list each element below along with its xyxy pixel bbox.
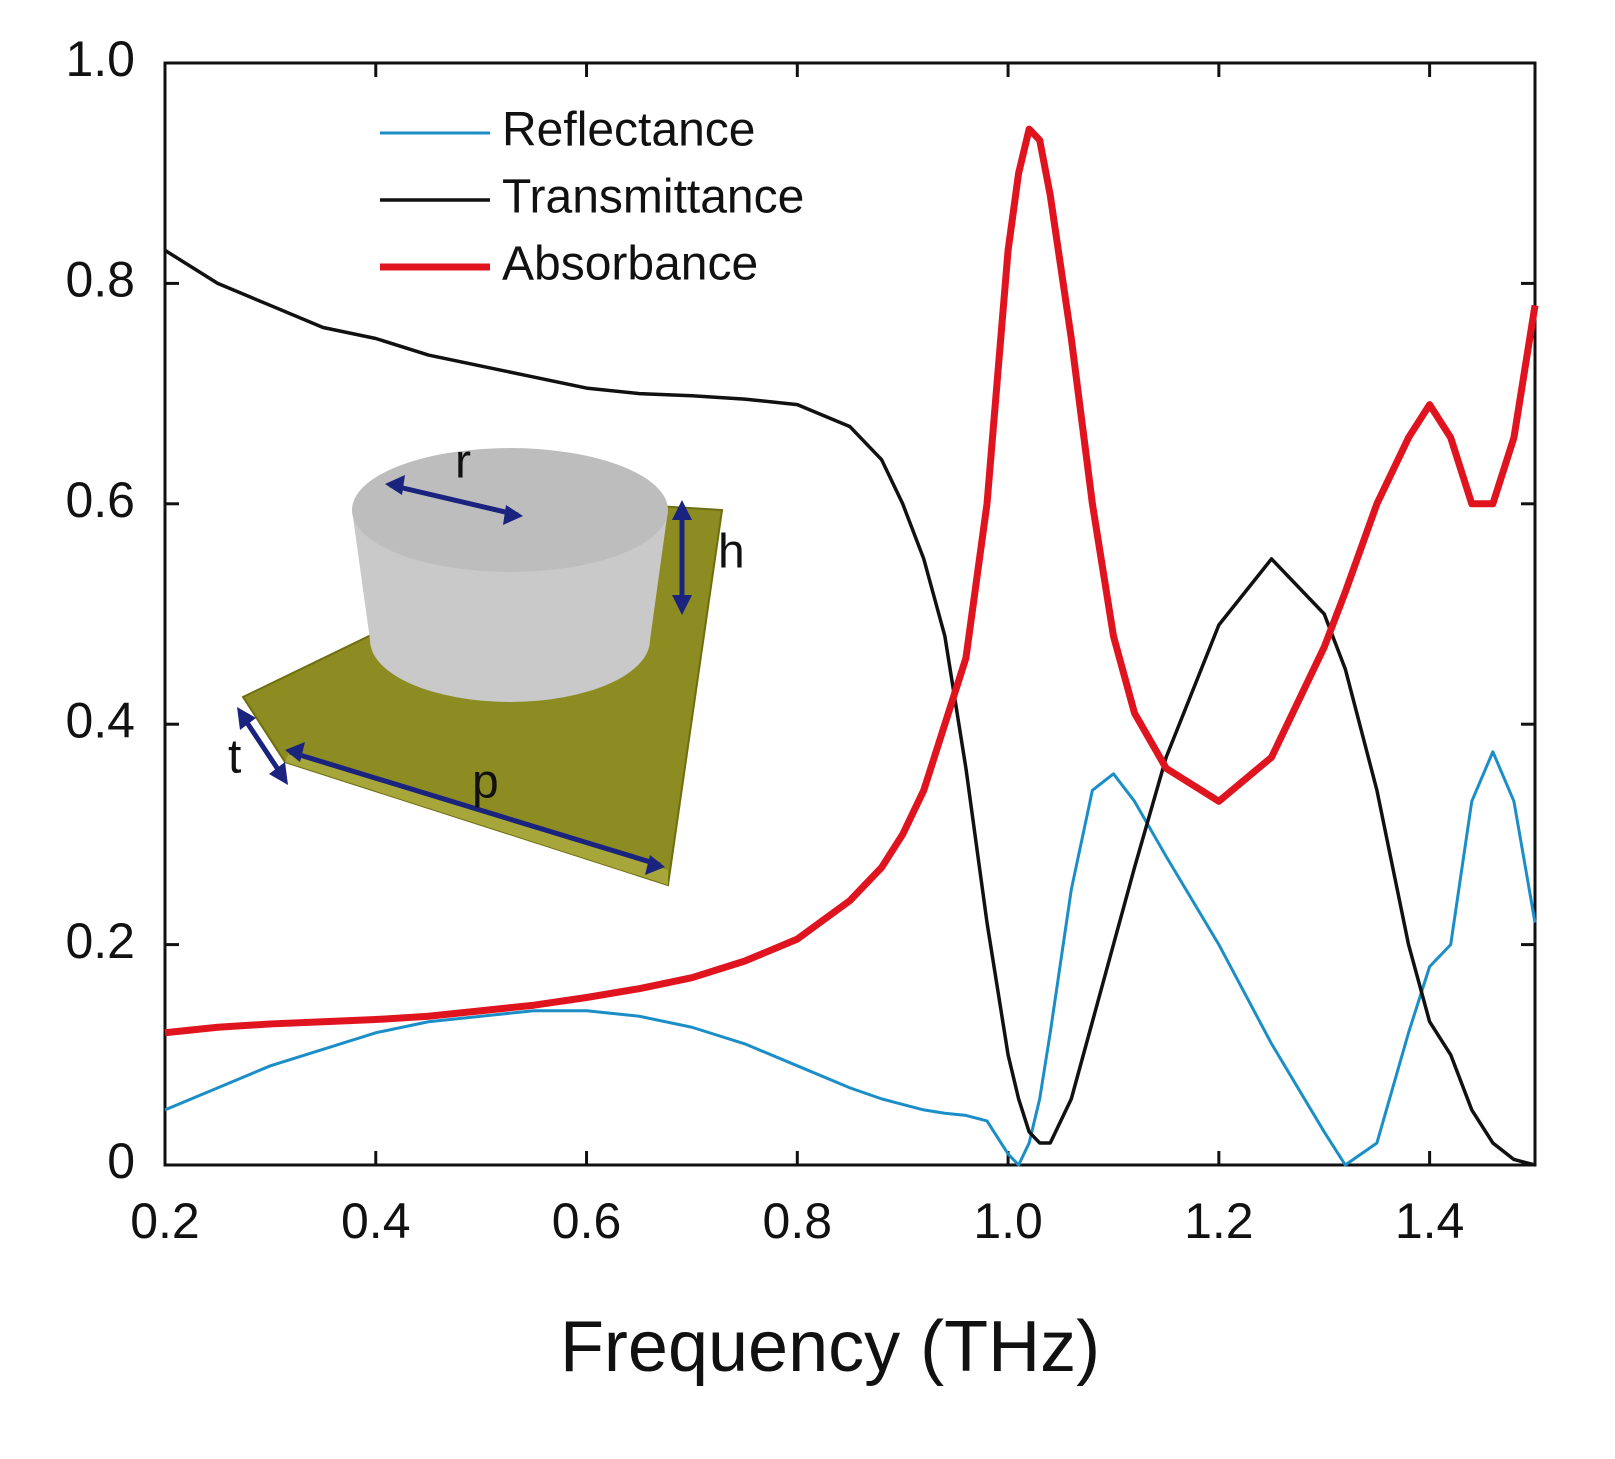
legend-label: Absorbance	[502, 238, 758, 291]
series-line	[164, 248, 1536, 1167]
series-line	[164, 125, 1539, 1037]
legend-label: Reflectance	[502, 104, 755, 157]
legend-label: Transmittance	[502, 171, 804, 224]
y-tick-label: 0.2	[65, 913, 135, 969]
inset: r h t p	[228, 436, 745, 887]
plot-frame	[163, 61, 1537, 1167]
y-tick-label: 0	[107, 1133, 135, 1189]
inset-label: t	[228, 731, 241, 784]
x-tick-label: 0.8	[763, 1193, 833, 1249]
inset-label: h	[718, 526, 745, 579]
x-tick-label: 1.2	[1184, 1193, 1254, 1249]
x-tick-label: 0.4	[341, 1193, 411, 1249]
series-line	[164, 750, 1537, 1167]
inset-plate-edge	[285, 750, 668, 885]
inset-arrowheads	[237, 475, 692, 875]
inset-label: p	[472, 756, 499, 809]
y-tick-label: 0.6	[65, 472, 135, 528]
y-tick-label: 1.0	[65, 31, 135, 87]
x-tick-label: 1.4	[1395, 1193, 1465, 1249]
x-tick-label: 0.6	[552, 1193, 622, 1249]
x-tick-label: 0.2	[130, 1193, 200, 1249]
y-tick-label: 0.8	[65, 252, 135, 308]
inset-label: r	[455, 436, 471, 489]
y-tick-label: 0.4	[65, 692, 135, 748]
x-axis-label: Frequency (THz)	[560, 1307, 1100, 1387]
x-tick-label: 1.0	[973, 1193, 1043, 1249]
